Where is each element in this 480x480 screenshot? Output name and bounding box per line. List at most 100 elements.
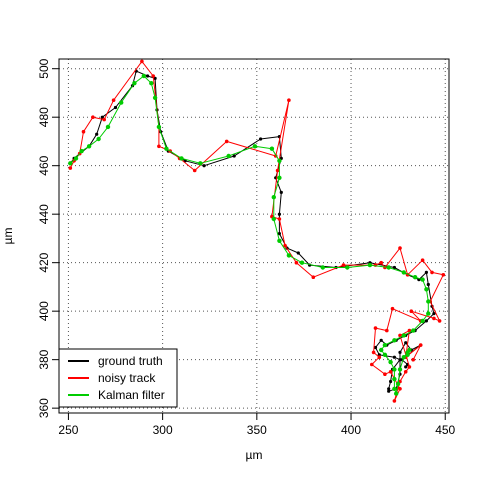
data-point-ground-truth xyxy=(387,389,391,393)
data-point-ground-truth xyxy=(404,341,408,345)
y-tick-label: 440 xyxy=(37,204,51,224)
data-point-kalman-filter xyxy=(271,195,276,200)
data-point-kalman-filter xyxy=(320,265,325,270)
data-point-kalman-filter xyxy=(407,347,412,353)
data-point-kalman-filter xyxy=(198,161,203,166)
axes: 250 300 350 400 450 360 380 400 420 440 460 480 500 xyxy=(37,58,455,437)
data-point-ground-truth xyxy=(432,312,436,316)
y-tick-label: 360 xyxy=(37,398,51,418)
data-point-noisy-track xyxy=(68,166,73,170)
data-point-ground-truth xyxy=(279,190,283,194)
data-point-kalman-filter xyxy=(426,311,431,316)
data-point-kalman-filter xyxy=(412,275,418,280)
data-point-noisy-track xyxy=(102,117,106,122)
data-point-kalman-filter xyxy=(277,158,282,163)
data-point-kalman-filter xyxy=(277,238,282,243)
y-tick-label: 480 xyxy=(37,107,51,127)
data-point-noisy-track xyxy=(151,74,155,78)
data-point-ground-truth xyxy=(100,115,104,119)
x-tick-label: 250 xyxy=(58,423,78,437)
data-point-ground-truth xyxy=(277,212,281,216)
data-point-kalman-filter xyxy=(277,175,282,180)
data-point-kalman-filter xyxy=(269,146,275,151)
data-point-noisy-track xyxy=(287,98,291,102)
data-point-kalman-filter xyxy=(119,100,124,105)
data-point-kalman-filter xyxy=(401,270,406,275)
data-point-kalman-filter xyxy=(379,347,384,353)
data-point-ground-truth xyxy=(277,232,281,236)
data-point-noisy-track xyxy=(432,316,436,321)
data-point-ground-truth xyxy=(153,76,157,80)
data-point-noisy-track xyxy=(111,98,116,102)
data-point-ground-truth xyxy=(392,355,396,359)
legend-label: noisy track xyxy=(98,371,156,385)
data-point-noisy-track xyxy=(392,399,397,403)
data-point-kalman-filter xyxy=(382,352,388,357)
data-point-noisy-track xyxy=(420,258,425,263)
data-point-kalman-filter xyxy=(424,287,429,292)
data-point-noisy-track xyxy=(373,326,378,330)
data-point-noisy-track xyxy=(407,328,412,333)
data-point-noisy-track xyxy=(398,387,402,391)
data-point-kalman-filter xyxy=(86,144,92,149)
data-point-kalman-filter xyxy=(271,216,276,222)
data-point-noisy-track xyxy=(294,260,299,265)
data-point-ground-truth xyxy=(232,154,236,158)
data-point-noisy-track xyxy=(437,319,442,323)
data-point-noisy-track xyxy=(407,365,412,369)
data-point-noisy-track xyxy=(409,309,414,314)
data-point-kalman-filter xyxy=(401,333,406,338)
data-point-kalman-filter xyxy=(73,156,79,161)
data-point-ground-truth xyxy=(379,338,383,342)
legend: ground truth noisy track Kalman filter xyxy=(58,348,178,408)
data-point-ground-truth xyxy=(404,365,408,369)
data-point-kalman-filter xyxy=(426,299,431,304)
plot-frame xyxy=(58,58,450,414)
series-kalman-filter xyxy=(68,73,431,396)
y-axis-title: µm xyxy=(1,228,15,245)
data-point-noisy-track xyxy=(383,372,387,377)
data-point-ground-truth xyxy=(426,282,430,287)
data-point-ground-truth xyxy=(398,350,402,354)
data-point-kalman-filter xyxy=(392,376,397,382)
data-point-noisy-track xyxy=(441,273,446,277)
data-point-noisy-track xyxy=(311,275,316,280)
data-point-kalman-filter xyxy=(179,156,184,161)
data-point-noisy-track xyxy=(430,270,434,275)
data-point-noisy-track xyxy=(385,328,389,333)
data-point-kalman-filter xyxy=(286,253,292,258)
data-point-ground-truth xyxy=(95,132,99,136)
series-layer xyxy=(68,59,446,403)
data-point-noisy-track xyxy=(277,217,282,221)
x-axis-title: µm xyxy=(246,448,263,462)
data-point-kalman-filter xyxy=(96,136,101,142)
data-point-ground-truth xyxy=(113,105,118,110)
data-point-kalman-filter xyxy=(252,144,258,149)
data-point-ground-truth xyxy=(389,379,393,384)
data-point-kalman-filter xyxy=(149,81,154,86)
legend-label: ground truth xyxy=(98,354,163,368)
data-point-ground-truth xyxy=(373,345,378,350)
data-point-kalman-filter xyxy=(397,367,403,372)
data-point-ground-truth xyxy=(392,265,396,270)
data-point-kalman-filter xyxy=(394,391,399,396)
data-point-noisy-track xyxy=(398,246,402,250)
data-point-noisy-track xyxy=(283,243,287,248)
data-point-noisy-track xyxy=(140,59,144,64)
data-point-noisy-track xyxy=(379,260,384,265)
data-point-kalman-filter xyxy=(345,265,350,270)
x-tick-label: 400 xyxy=(341,423,361,437)
data-point-kalman-filter xyxy=(152,95,158,101)
y-tick-label: 460 xyxy=(37,155,51,175)
data-point-kalman-filter xyxy=(386,265,391,270)
data-point-noisy-track xyxy=(192,168,197,173)
data-point-noisy-track xyxy=(371,350,376,355)
data-point-kalman-filter xyxy=(388,359,393,365)
data-point-noisy-track xyxy=(398,333,402,338)
data-point-kalman-filter xyxy=(395,381,401,387)
data-point-kalman-filter xyxy=(401,355,406,360)
data-point-ground-truth xyxy=(146,74,150,78)
y-tick-label: 400 xyxy=(37,301,51,321)
x-tick-label: 300 xyxy=(153,423,173,437)
